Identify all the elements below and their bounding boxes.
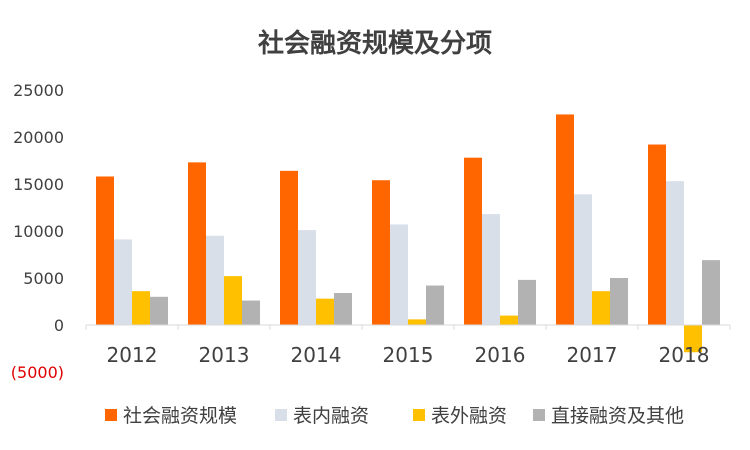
y-tick-label: 10000 (13, 222, 64, 241)
legend-item: 表内融资 (275, 405, 369, 427)
y-tick-label: 20000 (13, 128, 64, 147)
bar (150, 296, 168, 325)
x-tick-label: 2014 (291, 343, 342, 367)
bar (518, 279, 536, 325)
y-axis: 25000 20000 15000 10000 5000 0 (5000) (11, 81, 64, 382)
bar (684, 325, 702, 353)
y-tick-label: 0 (54, 316, 64, 335)
chart-title: 社会融资规模及分项 (258, 28, 492, 59)
bar (114, 239, 132, 325)
x-tick-label: 2012 (107, 343, 158, 367)
bar (298, 230, 316, 325)
legend-swatch (533, 409, 545, 421)
y-tick-label: 5000 (23, 269, 64, 288)
bar (464, 157, 482, 325)
legend-label: 表内融资 (293, 405, 369, 427)
bar (390, 224, 408, 325)
bar (556, 114, 574, 325)
bar (482, 214, 500, 325)
legend-label: 社会融资规模 (123, 405, 237, 427)
bar (702, 260, 720, 325)
legend-label: 直接融资及其他 (551, 405, 684, 427)
bar (280, 170, 298, 325)
legend-item: 直接融资及其他 (533, 405, 684, 427)
bar (242, 300, 260, 325)
bar (666, 181, 684, 325)
legend-swatch (105, 409, 117, 421)
x-tick-label: 2013 (199, 343, 250, 367)
bar (408, 319, 426, 325)
bar (334, 293, 352, 325)
bar (426, 285, 444, 325)
legend-swatch (413, 409, 425, 421)
bar (610, 278, 628, 325)
x-tick-label: 2015 (383, 343, 434, 367)
y-tick-label: 25000 (13, 81, 64, 100)
bar (188, 162, 206, 325)
bars (96, 114, 720, 353)
x-tick-label: 2017 (567, 343, 618, 367)
y-tick-label: (5000) (11, 363, 64, 382)
bar (372, 180, 390, 325)
legend: 社会融资规模 表内融资 表外融资 直接融资及其他 (105, 405, 684, 427)
bar (592, 291, 610, 325)
bar (132, 291, 150, 325)
bar (316, 298, 334, 325)
y-tick-label: 15000 (13, 175, 64, 194)
legend-label: 表外融资 (431, 405, 507, 427)
legend-swatch (275, 409, 287, 421)
bar (96, 176, 114, 325)
legend-item: 表外融资 (413, 405, 507, 427)
x-tick-label: 2018 (659, 343, 710, 367)
bar (574, 194, 592, 325)
legend-item: 社会融资规模 (105, 405, 237, 427)
bar (648, 144, 666, 325)
bar (206, 235, 224, 325)
bar (224, 276, 242, 325)
x-axis: 2012 2013 2014 2015 2016 2017 2018 (85, 324, 731, 367)
bar (500, 315, 518, 325)
x-tick-label: 2016 (475, 343, 526, 367)
